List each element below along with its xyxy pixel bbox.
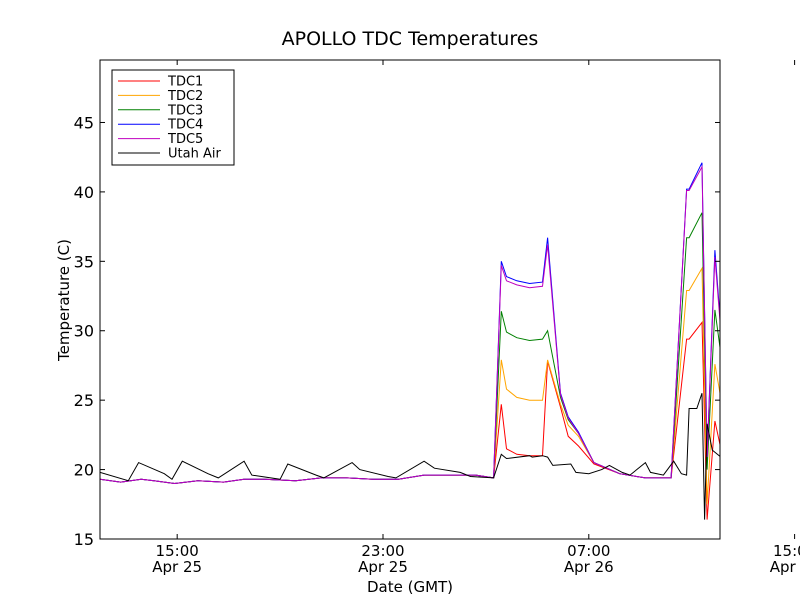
y-tick-label: 20 bbox=[74, 461, 94, 480]
x-tick-label-time: 23:00 bbox=[361, 542, 404, 560]
y-tick-label: 25 bbox=[74, 391, 94, 410]
legend-label-tdc5: TDC5 bbox=[167, 132, 203, 147]
x-tick-label-date: Apr 26 bbox=[564, 558, 614, 576]
legend-frame bbox=[111, 69, 235, 166]
legend-label-tdc4: TDC4 bbox=[167, 118, 203, 133]
y-tick-label: 30 bbox=[74, 322, 94, 341]
x-tick-label-date: Apr 26 bbox=[770, 558, 800, 576]
series-line-tdc5 bbox=[100, 165, 720, 485]
series-line-utah-air bbox=[100, 393, 720, 520]
y-tick-label: 15 bbox=[74, 530, 94, 549]
x-tick-label-time: 15:00 bbox=[773, 542, 800, 560]
y-axis-label: Temperature (C) bbox=[55, 239, 73, 362]
plot-frame bbox=[99, 59, 721, 540]
legend-label-tdc2: TDC2 bbox=[167, 89, 203, 104]
legend-label-utah-air: Utah Air bbox=[168, 147, 221, 162]
y-tick-label: 40 bbox=[74, 183, 94, 202]
y-axis: 15 20 25 30 35 40 45 bbox=[74, 113, 720, 549]
y-tick-label: 35 bbox=[74, 252, 94, 271]
legend-label-tdc1: TDC1 bbox=[167, 75, 203, 90]
x-tick-label-date: Apr 25 bbox=[358, 558, 408, 576]
series-layer bbox=[100, 162, 720, 520]
x-tick-label-time: 15:00 bbox=[156, 542, 199, 560]
x-tick-label-time: 07:00 bbox=[567, 542, 610, 560]
y-tick-label: 45 bbox=[74, 113, 94, 132]
x-tick-label-date: Apr 25 bbox=[152, 558, 202, 576]
chart-title: APOLLO TDC Temperatures bbox=[282, 28, 539, 50]
x-axis-label: Date (GMT) bbox=[367, 578, 453, 596]
legend-label-tdc3: TDC3 bbox=[167, 103, 203, 118]
